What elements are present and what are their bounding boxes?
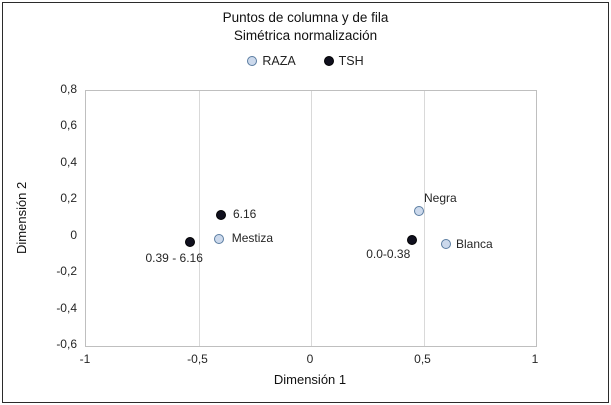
y-tick-label: 0,4 <box>60 154 77 169</box>
gridline-x-0 <box>311 91 312 346</box>
gridline-x--0.5 <box>198 91 200 346</box>
data-point-tsh <box>407 235 418 246</box>
x-tick-label: 0,5 <box>414 352 431 366</box>
legend-item-raza: RAZA <box>247 54 296 68</box>
data-point-raza <box>213 233 224 244</box>
legend-item-tsh: TSH <box>323 54 364 68</box>
point-label: 0.0-0.38 <box>366 247 411 262</box>
gridline-x-0.5 <box>423 91 425 346</box>
data-point-tsh <box>216 209 226 220</box>
point-label: Blanca <box>456 237 493 251</box>
point-label: Mestiza <box>231 230 274 245</box>
tsh-marker-icon <box>323 56 334 66</box>
y-tick-label: -0,4 <box>56 300 77 315</box>
plot-area: Mestiza Negra Blanca 6.16 0.39 - 6.16 0.0-0.3… <box>85 90 537 347</box>
data-point-tsh <box>184 237 195 248</box>
y-tick-label: -0,2 <box>56 264 77 279</box>
x-tick-label: 1 <box>531 352 539 366</box>
point-label: 0.39 - 6.16 <box>145 251 203 266</box>
y-tick-label: 0,6 <box>60 118 77 133</box>
y-axis-title: Dimensión 2 <box>14 181 29 254</box>
data-point-raza <box>414 206 424 217</box>
x-axis-title: Dimensión 1 <box>273 372 347 387</box>
legend-label-raza: RAZA <box>262 54 296 68</box>
data-point-raza <box>441 239 451 249</box>
point-label: 6.16 <box>233 206 257 221</box>
x-tick-label: -1 <box>79 352 91 366</box>
y-tick-label: 0,8 <box>60 82 77 96</box>
y-tick-label: 0,2 <box>60 191 77 206</box>
x-tick-label: -0,5 <box>187 352 208 366</box>
y-tick-label: 0 <box>70 227 77 242</box>
legend-label-tsh: TSH <box>338 54 364 68</box>
legend: RAZA TSH <box>0 54 611 68</box>
chart-subtitle: Simétrica normalización <box>233 28 378 43</box>
chart-title: Puntos de columna y de fila <box>222 10 389 25</box>
raza-marker-icon <box>247 56 258 66</box>
point-label: Negra <box>424 191 457 206</box>
y-tick-label: -0,6 <box>56 337 77 351</box>
x-tick-label: 0 <box>306 352 314 366</box>
